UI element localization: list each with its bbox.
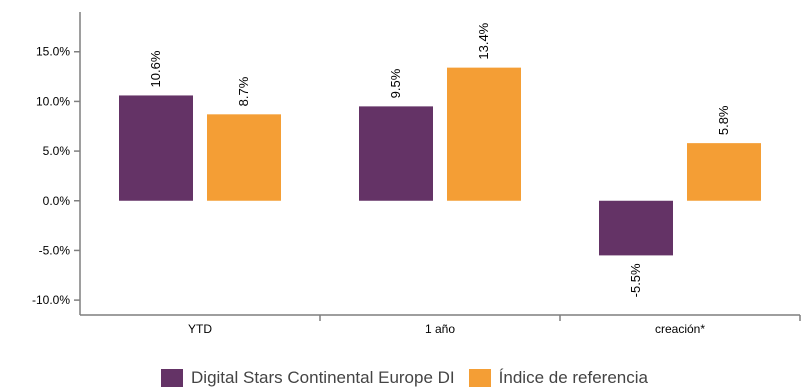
y-tick-label: 10.0% (36, 94, 70, 108)
y-tick-label: 5.0% (43, 144, 71, 158)
x-tick-label: creación* (655, 322, 705, 336)
y-tick-label: -10.0% (32, 293, 70, 307)
bar (119, 95, 193, 201)
legend-swatch-benchmark (468, 369, 491, 387)
bar (687, 143, 761, 201)
data-label: 5.8% (716, 105, 731, 135)
y-tick-label: -5.0% (39, 243, 71, 257)
legend: Digital Stars Continental Europe DI Índi… (0, 366, 809, 390)
data-label: 9.5% (388, 68, 403, 98)
y-tick-label: 15.0% (36, 45, 70, 59)
legend-label-benchmark: Índice de referencia (498, 368, 648, 387)
bar (207, 114, 281, 201)
data-label: 8.7% (236, 76, 251, 106)
data-label: 10.6% (148, 50, 163, 87)
legend-swatch-fund (161, 369, 184, 387)
x-tick-label: YTD (188, 322, 212, 336)
legend-label-fund: Digital Stars Continental Europe DI (191, 368, 455, 387)
data-label: -5.5% (628, 263, 643, 297)
x-tick-label: 1 año (425, 322, 455, 336)
y-tick-label: 0.0% (43, 194, 71, 208)
legend-item-benchmark[interactable]: Índice de referencia (468, 368, 648, 388)
bar (599, 200, 673, 256)
legend-item-fund[interactable]: Digital Stars Continental Europe DI (161, 368, 455, 388)
bar (359, 106, 433, 201)
data-label: 13.4% (476, 22, 491, 59)
bar (447, 67, 521, 201)
